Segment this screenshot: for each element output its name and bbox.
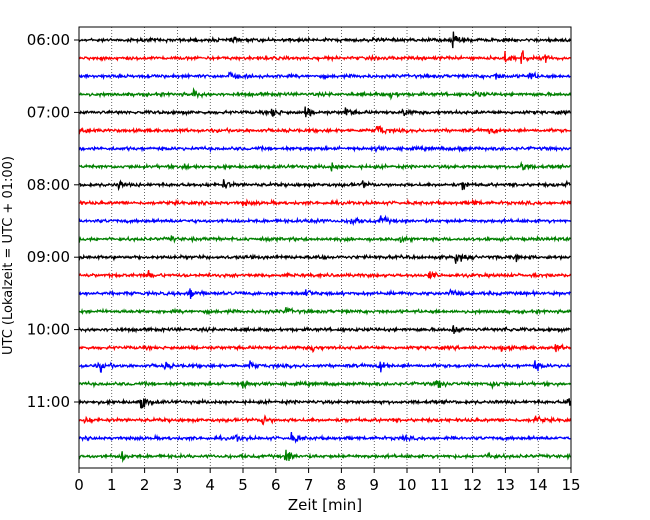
x-tick-label: 6 [271,476,281,494]
trace-line [78,253,571,264]
x-tick-label: 9 [369,476,379,494]
x-tick-label: 11 [430,476,449,494]
x-tick-label: 12 [463,476,482,494]
plot-frame [78,26,572,469]
x-tick-label: 13 [496,476,515,494]
trace-line [78,325,571,334]
trace-line [78,86,572,101]
y-axis-ticks: 06:00 07:00 08:00 09:00 10:00 11:00 [27,31,79,411]
trace-line [78,414,572,426]
seismic-traces [78,31,572,463]
trace-line [78,70,571,81]
trace-line [78,360,571,373]
trace-line [78,214,571,227]
y-tick-label: 10:00 [27,321,70,339]
trace-line [78,198,572,207]
trace-line [78,125,571,135]
y-tick-label: 08:00 [27,176,70,194]
x-tick-label: 10 [397,476,416,494]
y-tick-label: 09:00 [27,248,70,266]
trace-line [78,432,571,444]
trace-line [78,288,571,299]
y-axis-label: UTC (Lokalzeit = UTC + 01:00) [1,156,16,355]
trace-line [78,449,571,463]
y-tick-label: 07:00 [27,103,70,121]
trace-line [78,306,572,316]
x-tick-label: 8 [337,476,347,494]
y-tick-label: 06:00 [27,31,70,49]
trace-line [78,50,571,64]
trace-line [78,342,571,354]
trace-line [78,106,571,118]
x-tick-label: 1 [107,476,117,494]
trace-line [78,179,571,192]
trace-line [78,160,571,172]
x-tick-label: 15 [561,476,580,494]
x-tick-label: 3 [173,476,183,494]
x-tick-label: 14 [529,476,548,494]
trace-line [79,269,571,280]
x-tick-label: 7 [304,476,314,494]
x-tick-label: 0 [74,476,84,494]
trace-line [78,234,571,244]
trace-line [78,31,572,49]
trace-line [78,397,572,409]
trace-line [78,379,571,390]
x-axis-label: Zeit [min] [288,496,362,514]
x-tick-label: 5 [238,476,248,494]
x-tick-label: 2 [140,476,150,494]
x-axis-ticks: 0 1 2 3 4 5 6 7 8 9 10 11 12 13 14 15 [74,468,581,494]
trace-line [78,144,571,154]
y-tick-label: 11:00 [27,393,70,411]
x-tick-label: 4 [205,476,215,494]
